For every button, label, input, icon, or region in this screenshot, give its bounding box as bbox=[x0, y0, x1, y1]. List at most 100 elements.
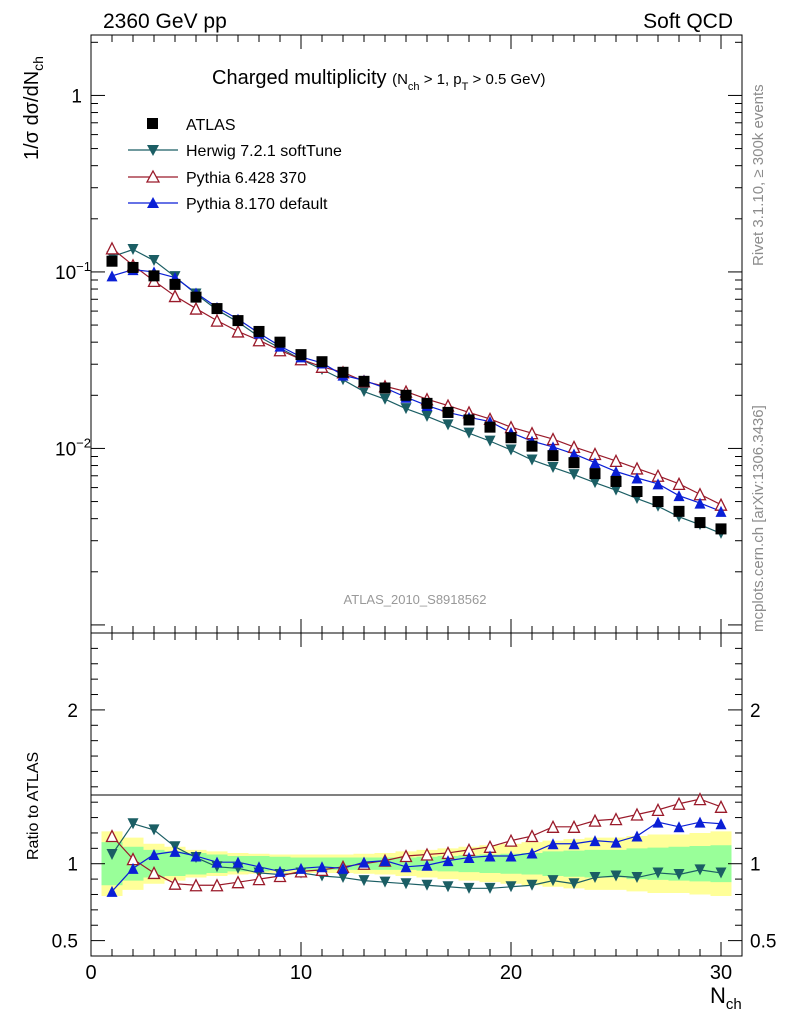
ratio-point-3-25 bbox=[631, 830, 643, 842]
data-point-0-16 bbox=[442, 406, 454, 418]
data-point-1-1 bbox=[127, 243, 139, 255]
ratio-point-2-2 bbox=[147, 865, 161, 880]
ratio-y-tick-label: 0.5 bbox=[52, 932, 78, 953]
y-axis-label-main: 1/σ dσ/dNch bbox=[21, 56, 46, 160]
x-axis-label: Nch bbox=[710, 983, 742, 1013]
data-point-0-29 bbox=[715, 523, 727, 535]
data-point-0-10 bbox=[316, 356, 328, 368]
ratio-plot: 0.5 0.5 1 1 2 2 bbox=[52, 632, 776, 957]
data-point-0-26 bbox=[652, 496, 664, 508]
ratio-point-1-29 bbox=[715, 867, 727, 879]
ratio-point-2-25 bbox=[630, 807, 644, 821]
chart-title-cuts-close: > 0.5 GeV) bbox=[468, 71, 545, 88]
data-point-1-14 bbox=[400, 403, 412, 415]
ratio-point-3-23 bbox=[589, 835, 601, 847]
legend-label-atlas: ATLAS bbox=[186, 117, 236, 134]
x-tick-label: 0 bbox=[85, 962, 96, 984]
legend-label-pythia6: Pythia 6.428 370 bbox=[186, 170, 306, 187]
data-point-3-21 bbox=[547, 441, 559, 453]
data-point-0-8 bbox=[274, 336, 286, 348]
ratio-point-1-11 bbox=[337, 872, 349, 884]
data-point-3-27 bbox=[673, 490, 685, 502]
chart-title-cuts-mid: > 1, p bbox=[420, 71, 462, 88]
data-point-3-22 bbox=[568, 448, 580, 460]
ratio-point-3-2 bbox=[148, 848, 160, 860]
data-point-0-5 bbox=[211, 303, 223, 315]
data-point-0-15 bbox=[421, 397, 433, 409]
series-line-3 bbox=[111, 269, 722, 512]
data-point-0-28 bbox=[694, 517, 706, 529]
data-point-0-23 bbox=[589, 468, 601, 480]
main-plot-markers bbox=[105, 241, 728, 539]
data-point-2-6 bbox=[231, 324, 245, 338]
ratio-y-tick-label-right: 1 bbox=[750, 855, 761, 876]
ratio-point-2-21 bbox=[546, 819, 560, 833]
ratio-y-tick-label-right: 0.5 bbox=[750, 932, 776, 953]
ratio-point-1-20 bbox=[526, 879, 538, 891]
ratio-point-3-6 bbox=[232, 856, 244, 868]
data-point-1-17 bbox=[463, 427, 475, 439]
ratio-point-3-13 bbox=[379, 855, 391, 867]
ratio-point-3-20 bbox=[526, 847, 538, 859]
ratio-point-3-15 bbox=[421, 859, 433, 871]
ratio-point-3-0 bbox=[106, 885, 118, 897]
legend-label-pythia8: Pythia 8.170 default bbox=[186, 196, 328, 213]
data-point-0-11 bbox=[337, 366, 349, 378]
ratio-point-1-13 bbox=[379, 876, 391, 888]
data-point-0-9 bbox=[295, 349, 307, 361]
data-point-0-6 bbox=[232, 315, 244, 327]
data-point-2-3 bbox=[168, 289, 182, 303]
data-point-2-7 bbox=[252, 333, 266, 347]
ratio-y-tick-label: 1 bbox=[67, 855, 78, 876]
header-energy: 2360 GeV pp bbox=[103, 10, 227, 33]
ratio-plot-frame bbox=[90, 632, 743, 957]
main-plot-ticks: 1 10−1 10−2 bbox=[55, 35, 743, 634]
ratio-point-3-21 bbox=[547, 838, 559, 850]
data-point-0-12 bbox=[358, 375, 370, 387]
ratio-point-3-22 bbox=[568, 838, 580, 850]
ratio-point-3-3 bbox=[169, 845, 181, 857]
x-axis-label-sub: ch bbox=[726, 996, 742, 1013]
data-point-0-2 bbox=[148, 270, 160, 282]
data-point-3-0 bbox=[106, 270, 118, 282]
x-tick-label: 10 bbox=[290, 962, 312, 984]
ratio-y-tick-label: 2 bbox=[67, 701, 78, 722]
data-point-0-18 bbox=[484, 421, 496, 433]
data-point-1-15 bbox=[421, 410, 433, 422]
ratio-point-3-11 bbox=[337, 862, 349, 874]
chart-title: Charged multiplicity (Nch > 1, pT > 0.5 … bbox=[212, 67, 546, 93]
ratio-y-tick-label-right: 2 bbox=[750, 701, 761, 722]
ratio-point-1-26 bbox=[652, 867, 664, 879]
data-point-3-24 bbox=[610, 466, 622, 478]
y-axis-label-main-text: 1/σ dσ/dN bbox=[21, 71, 43, 160]
ratio-point-1-16 bbox=[442, 881, 454, 893]
y-axis-label-ratio: Ratio to ATLAS bbox=[25, 752, 42, 860]
ratio-point-3-12 bbox=[358, 856, 370, 868]
data-point-0-7 bbox=[253, 325, 265, 337]
data-point-1-21 bbox=[547, 461, 559, 473]
ratio-point-3-26 bbox=[652, 816, 664, 828]
ratio-point-3-5 bbox=[211, 856, 223, 868]
ratio-line-3 bbox=[111, 821, 722, 892]
data-point-0-25 bbox=[631, 486, 643, 498]
ratio-point-2-20 bbox=[525, 829, 539, 843]
data-point-0-22 bbox=[568, 457, 580, 469]
data-point-0-0 bbox=[106, 255, 118, 267]
data-point-0-4 bbox=[190, 291, 202, 303]
data-point-0-27 bbox=[673, 505, 685, 517]
ratio-point-2-7 bbox=[252, 872, 266, 886]
ratio-point-1-2 bbox=[148, 824, 160, 836]
ratio-point-3-28 bbox=[694, 816, 706, 828]
data-point-2-0 bbox=[105, 241, 119, 255]
y-axis-label-main-sub: ch bbox=[30, 56, 46, 71]
ratio-point-1-15 bbox=[421, 879, 433, 891]
ratio-point-3-9 bbox=[295, 862, 307, 874]
ratio-point-3-10 bbox=[316, 861, 328, 873]
legend-label-herwig: Herwig 7.2.1 softTune bbox=[186, 143, 342, 160]
data-point-0-13 bbox=[379, 382, 391, 394]
data-point-1-16 bbox=[442, 419, 454, 431]
ratio-point-1-25 bbox=[631, 872, 643, 884]
ratio-point-1-28 bbox=[694, 864, 706, 876]
ratio-band-stat bbox=[101, 842, 732, 886]
y-tick-label: 10−2 bbox=[55, 435, 91, 460]
